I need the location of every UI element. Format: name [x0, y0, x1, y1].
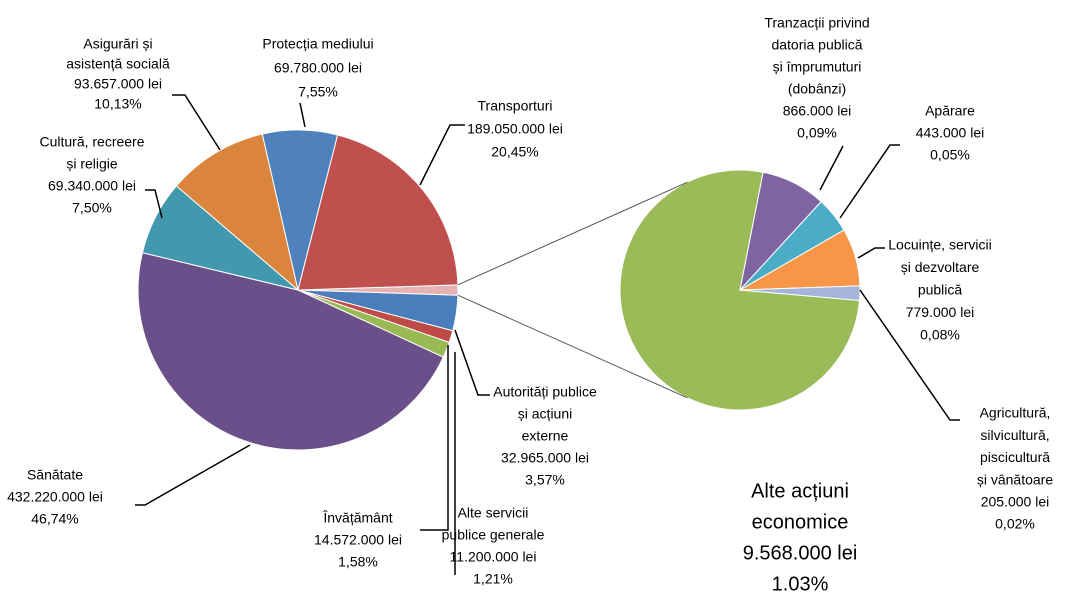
leader-line — [819, 145, 844, 191]
slice-amount: 432.220.000 lei — [7, 489, 103, 505]
slice-name: publică — [918, 282, 963, 298]
connector-line — [457, 294, 688, 399]
slice-name: Asigurări și — [83, 36, 152, 52]
slice-amount: 11.200.000 lei — [450, 549, 537, 565]
slice-percent: 46,74% — [31, 511, 78, 527]
slice-name: Alte acțiuni — [751, 480, 849, 502]
slice-percent: 1,58% — [338, 554, 378, 570]
leader-line — [857, 247, 885, 259]
slice-name: datoria publică — [771, 37, 862, 53]
leader-line — [419, 124, 465, 186]
slice-amount: 189.050.000 lei — [467, 121, 563, 137]
slice-name: asistență socială — [66, 56, 170, 72]
slice-amount: 14.572.000 lei — [314, 532, 402, 548]
slice-name: piscicultură — [980, 449, 1050, 465]
leader-line — [299, 102, 306, 128]
slice-amount: 779.000 lei — [906, 304, 975, 320]
slice-name: silvicultură, — [980, 427, 1049, 443]
slice-percent: 0,05% — [930, 147, 970, 163]
slice-percent: 0,09% — [797, 125, 837, 141]
slice-amount: 205.000 lei — [981, 494, 1050, 510]
slice-percent: 20,45% — [491, 144, 538, 160]
slice-percent: 1,21% — [473, 571, 513, 587]
slice-amount: 9.568.000 lei — [743, 542, 858, 564]
pie-slice — [175, 133, 299, 292]
slice-name: Sănătate — [27, 467, 83, 483]
slice-name: Locuințe, servicii — [888, 237, 992, 253]
slice-percent: 7,50% — [72, 200, 112, 216]
slice-name: publice generale — [442, 527, 545, 543]
slice-percent: 7,55% — [298, 84, 338, 100]
leader-line — [145, 189, 163, 219]
leader-line — [172, 94, 221, 151]
slice-name: Tranzacții privind — [764, 15, 869, 31]
slice-name: și religie — [66, 156, 118, 172]
slice-name: Agricultură, — [980, 405, 1051, 421]
pie-slice — [739, 285, 861, 302]
leader-line — [454, 329, 490, 396]
slice-name: (dobânzi) — [788, 81, 846, 97]
slice-percent: 3,57% — [525, 472, 565, 488]
pie-slice — [297, 134, 459, 291]
connector-line — [457, 181, 688, 286]
leader-line — [839, 144, 900, 219]
slice-amount: 69.780.000 lei — [274, 60, 362, 76]
slice-amount: 93.657.000 lei — [74, 76, 162, 92]
slice-name: Învățământ — [322, 510, 392, 526]
leader-line — [135, 444, 251, 506]
slice-name: Apărare — [925, 103, 975, 119]
slice-amount: 32.965.000 lei — [501, 450, 589, 466]
slice-name: externe — [522, 428, 569, 444]
slice-percent: 0,02% — [995, 516, 1035, 532]
slice-name: și acțiuni — [518, 406, 572, 422]
slice-amount: 443.000 lei — [916, 125, 985, 141]
pie-slice — [137, 252, 444, 451]
leader-line — [420, 345, 449, 531]
slice-name: Autorități publice — [493, 384, 597, 400]
leader-line — [859, 289, 960, 421]
slice-name: și vânătoare — [977, 471, 1053, 487]
slice-amount: 866.000 lei — [783, 103, 852, 119]
slice-name: Alte servicii — [458, 505, 529, 521]
slice-name: Cultură, recreere — [39, 134, 144, 150]
slice-percent: 10,13% — [94, 96, 141, 112]
slice-name: și dezvoltare — [901, 259, 980, 275]
slice-name: Transporturi — [478, 98, 553, 114]
slice-name: economice — [752, 511, 849, 533]
slice-percent: 1.03% — [772, 573, 829, 595]
slice-name: Protecția mediului — [262, 36, 373, 52]
slice-percent: 0,08% — [920, 327, 960, 343]
slice-name: și împrumuturi — [773, 59, 862, 75]
slice-amount: 69.340.000 lei — [48, 178, 136, 194]
